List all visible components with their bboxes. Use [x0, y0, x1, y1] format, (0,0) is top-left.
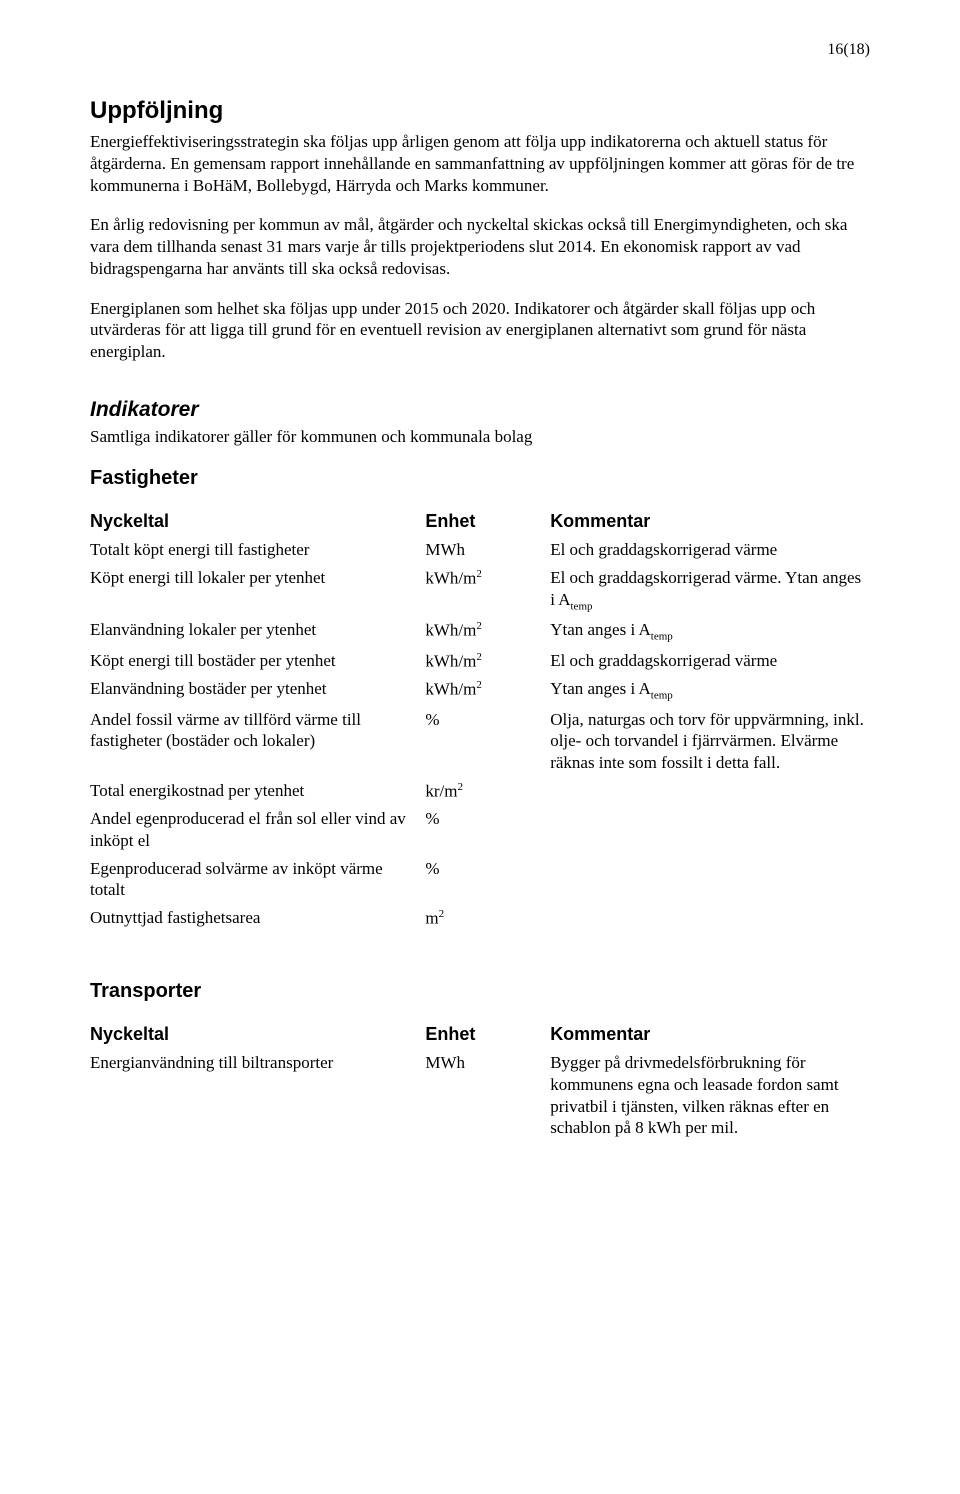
fastigheter-table: Nyckeltal Enhet Kommentar Totalt köpt en… — [90, 507, 870, 932]
table-row: Totalt köpt energi till fastigheterMWhEl… — [90, 536, 870, 564]
col-header-nyckeltal: Nyckeltal — [90, 507, 425, 536]
cell-kommentar: Ytan anges i Atemp — [550, 675, 870, 705]
table-row: Outnyttjad fastighetsaream2 — [90, 904, 870, 932]
cell-enhet: % — [425, 855, 550, 905]
table-row: Elanvändning bostäder per ytenhetkWh/m2Y… — [90, 675, 870, 705]
col-header-kommentar: Kommentar — [550, 507, 870, 536]
col-header-enhet: Enhet — [425, 507, 550, 536]
table-header-row: Nyckeltal Enhet Kommentar — [90, 507, 870, 536]
cell-kommentar: El och graddagskorrigerad värme. Ytan an… — [550, 564, 870, 616]
cell-enhet: kWh/m2 — [425, 616, 550, 646]
table-row: Energianvändning till biltransporterMWhB… — [90, 1049, 870, 1142]
col-header-enhet: Enhet — [425, 1020, 550, 1049]
col-header-nyckeltal: Nyckeltal — [90, 1020, 425, 1049]
table-row: Egenproducerad solvärme av inköpt värme … — [90, 855, 870, 905]
cell-nyckeltal: Outnyttjad fastighetsarea — [90, 904, 425, 932]
table-row: Total energikostnad per ytenhetkr/m2 — [90, 777, 870, 805]
cell-nyckeltal: Total energikostnad per ytenhet — [90, 777, 425, 805]
paragraph: Energieffektiviseringsstrategin ska följ… — [90, 131, 870, 196]
cell-kommentar — [550, 805, 870, 855]
subsection-heading-fastigheter: Fastigheter — [90, 466, 870, 492]
table-row: Elanvändning lokaler per ytenhetkWh/m2Yt… — [90, 616, 870, 646]
table-row: Andel fossil värme av tillförd värme til… — [90, 706, 870, 777]
cell-nyckeltal: Elanvändning lokaler per ytenhet — [90, 616, 425, 646]
cell-enhet: MWh — [425, 1049, 550, 1142]
col-header-kommentar: Kommentar — [550, 1020, 870, 1049]
cell-nyckeltal: Totalt köpt energi till fastigheter — [90, 536, 425, 564]
cell-enhet: kr/m2 — [425, 777, 550, 805]
section-heading-indikatorer: Indikatorer — [90, 397, 870, 424]
cell-enhet: m2 — [425, 904, 550, 932]
cell-nyckeltal: Energianvändning till biltransporter — [90, 1049, 425, 1142]
cell-kommentar — [550, 904, 870, 932]
cell-enhet: kWh/m2 — [425, 647, 550, 675]
paragraph: En årlig redovisning per kommun av mål, … — [90, 214, 870, 279]
cell-nyckeltal: Elanvändning bostäder per ytenhet — [90, 675, 425, 705]
subsection-heading-transporter: Transporter — [90, 979, 870, 1005]
cell-kommentar: Olja, naturgas och torv för uppvärmning,… — [550, 706, 870, 777]
table-row: Köpt energi till bostäder per ytenhetkWh… — [90, 647, 870, 675]
cell-enhet: kWh/m2 — [425, 564, 550, 616]
cell-nyckeltal: Andel egenproducerad el från sol eller v… — [90, 805, 425, 855]
paragraph: Energiplanen som helhet ska följas upp u… — [90, 298, 870, 363]
cell-nyckeltal: Köpt energi till lokaler per ytenhet — [90, 564, 425, 616]
document-page: 16(18) Uppföljning Energieffektivisering… — [0, 0, 960, 1494]
cell-nyckeltal: Egenproducerad solvärme av inköpt värme … — [90, 855, 425, 905]
table-header-row: Nyckeltal Enhet Kommentar — [90, 1020, 870, 1049]
transporter-table: Nyckeltal Enhet Kommentar Energianvändni… — [90, 1020, 870, 1142]
cell-kommentar: El och graddagskorrigerad värme — [550, 536, 870, 564]
cell-enhet: % — [425, 706, 550, 777]
section-subtitle: Samtliga indikatorer gäller för kommunen… — [90, 426, 870, 448]
table-row: Köpt energi till lokaler per ytenhetkWh/… — [90, 564, 870, 616]
page-title: Uppföljning — [90, 96, 870, 127]
cell-kommentar — [550, 855, 870, 905]
cell-nyckeltal: Köpt energi till bostäder per ytenhet — [90, 647, 425, 675]
cell-kommentar: Bygger på drivmedelsförbrukning för komm… — [550, 1049, 870, 1142]
cell-enhet: % — [425, 805, 550, 855]
cell-enhet: kWh/m2 — [425, 675, 550, 705]
cell-nyckeltal: Andel fossil värme av tillförd värme til… — [90, 706, 425, 777]
page-number: 16(18) — [90, 40, 870, 60]
cell-enhet: MWh — [425, 536, 550, 564]
cell-kommentar — [550, 777, 870, 805]
table-row: Andel egenproducerad el från sol eller v… — [90, 805, 870, 855]
cell-kommentar: Ytan anges i Atemp — [550, 616, 870, 646]
cell-kommentar: El och graddagskorrigerad värme — [550, 647, 870, 675]
